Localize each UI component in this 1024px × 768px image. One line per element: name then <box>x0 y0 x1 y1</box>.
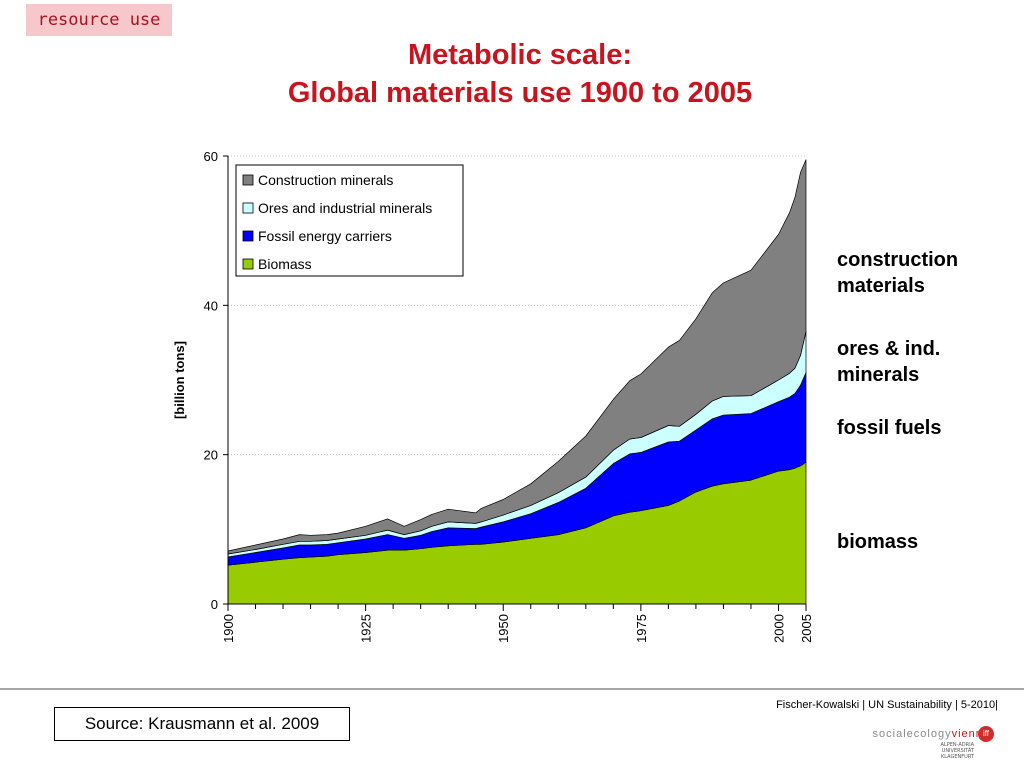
legend-label-construction-minerals: Construction minerals <box>258 172 393 188</box>
title-line-2: Global materials use 1900 to 2005 <box>287 77 753 109</box>
resource-use-tag: resource use <box>26 4 172 36</box>
side-label-fossil: fossil fuels <box>837 415 941 441</box>
legend-swatch-ores-and-industrial-minerals <box>242 202 254 214</box>
side-label-construction-text: construction materials <box>837 249 959 297</box>
legend-swatch-construction-minerals <box>242 174 254 186</box>
legend-swatch-fossil-energy-carriers <box>242 230 254 242</box>
legend-box <box>235 164 464 277</box>
side-label-biomass-text: biomass <box>837 531 919 553</box>
side-label-fossil-text: fossil fuels <box>837 417 942 439</box>
y-tick-label-60: 60 <box>204 149 218 164</box>
social-ecology-logo: socialecologyvienna <box>873 728 990 740</box>
x-tick-label-1975: 1975 <box>634 614 649 643</box>
side-label-ores-text: ores & ind. minerals <box>837 338 941 386</box>
y-tick-label-20: 20 <box>204 448 218 463</box>
university-logo-text: ALPEN-ADRIA UNIVERSITÄT KLAGENFURT <box>941 742 974 760</box>
x-tick-label-2005: 2005 <box>799 614 814 643</box>
x-tick-label-1900: 1900 <box>221 614 236 643</box>
y-axis-label: [billion tons] <box>172 341 187 419</box>
y-tick-label-40: 40 <box>204 298 218 313</box>
university-name: ALPEN-ADRIA UNIVERSITÄT KLAGENFURT <box>940 742 974 760</box>
title-line-1: Metabolic scale: <box>407 39 633 71</box>
side-label-ores: ores & ind. minerals <box>837 336 940 388</box>
x-tick-label-1925: 1925 <box>359 614 374 643</box>
x-tick-label-2000: 2000 <box>771 614 786 643</box>
side-label-biomass: biomass <box>837 529 918 555</box>
source-box: Source: Krausmann et al. 2009 <box>54 707 350 741</box>
legend-label-biomass: Biomass <box>258 256 312 272</box>
materials-area-chart: 0 20 40 60 1900 1925 1950 1975 2000 2005 [billion … <box>172 149 814 643</box>
legend-label-ores-and-industrial-minerals: Ores and industrial minerals <box>258 200 432 216</box>
slide-title: Metabolic scale: Global materials use 19… <box>0 36 1024 112</box>
area-construction-minerals <box>227 159 807 555</box>
iff-logo-badge: iff <box>978 726 994 742</box>
footer-divider <box>0 688 1024 690</box>
side-label-construction: construction materials <box>837 247 958 299</box>
logo-text-ecology: ecology <box>906 728 952 740</box>
x-tick-label-1950: 1950 <box>496 614 511 643</box>
y-tick-label-0: 0 <box>211 597 218 612</box>
legend-label-fossil-energy-carriers: Fossil energy carriers <box>258 228 392 244</box>
logo-text-social: social <box>872 728 907 740</box>
legend-swatch-biomass <box>242 258 254 270</box>
footer-credit: Fischer-Kowalski | UN Sustainability | 5… <box>776 699 998 711</box>
